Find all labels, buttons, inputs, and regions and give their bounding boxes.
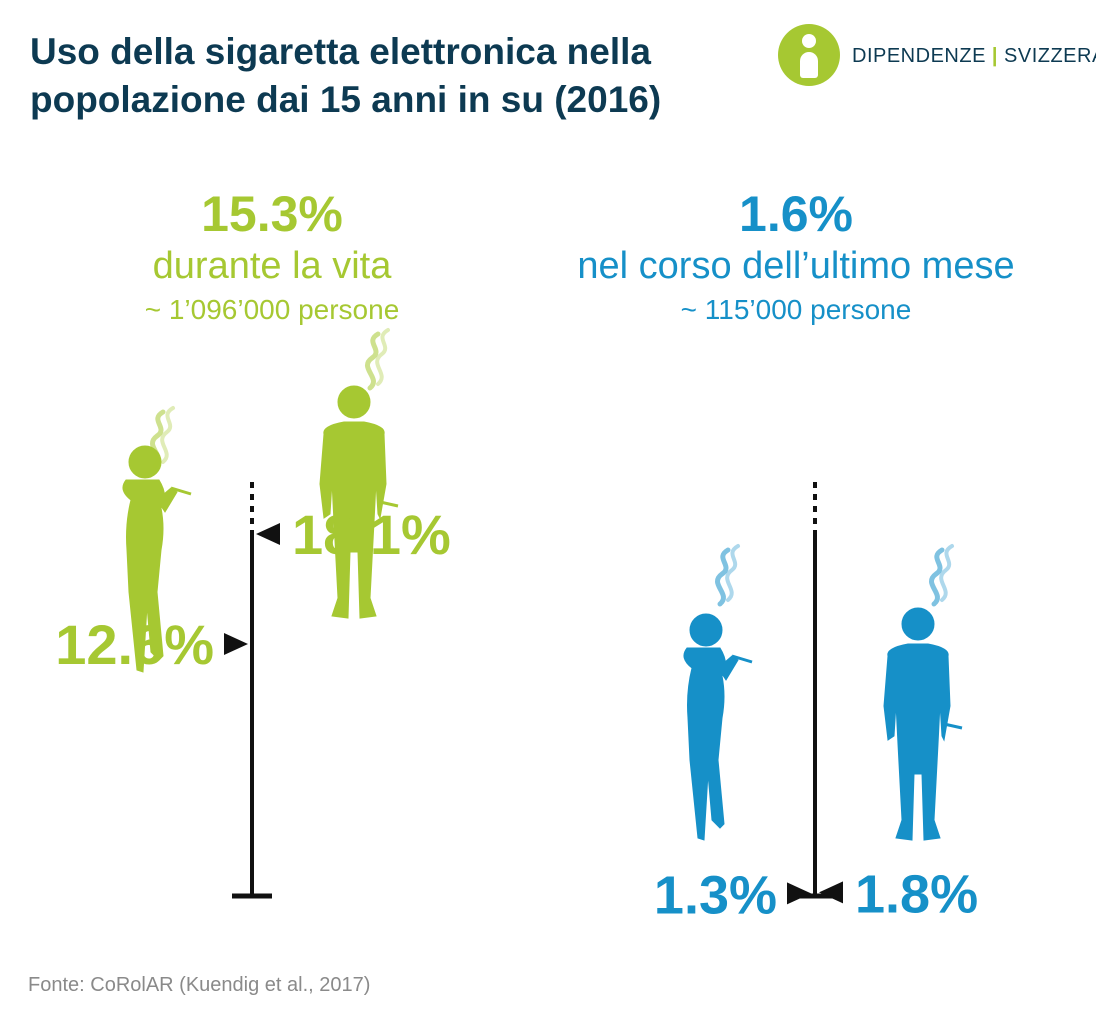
vapor-icon: [152, 408, 173, 466]
vapor-icon: [717, 546, 738, 604]
value-marker-uomini: [256, 523, 280, 545]
last-month-header: 1.6% nel corso dell’ultimo mese ~ 115’00…: [506, 186, 1086, 330]
lifetime-people: ~ 1’096’000 persone: [144, 294, 400, 325]
dipendenze-svizzera-logo[interactable]: DIPENDENZE | SVIZZERA: [778, 24, 1096, 88]
vapor-icon: [931, 546, 952, 604]
logo-word-right: SVIZZERA: [1004, 45, 1096, 67]
woman-silhouette-icon: [682, 612, 754, 842]
vapor-icon: [367, 330, 388, 388]
man-silhouette-icon: [318, 384, 400, 620]
lifetime-header: 15.3% durante la vita ~ 1’096’000 person…: [92, 186, 452, 330]
data-label-donne: 1.3%: [654, 865, 777, 925]
man-silhouette-icon: [882, 606, 964, 842]
data-label-uomini: 18.1%: [292, 503, 451, 566]
last-month-value: 1.6%: [739, 186, 853, 242]
data-label-uomini: 1.8%: [855, 864, 978, 924]
logo-person-icon: [778, 24, 840, 86]
source-note: Fonte: CoRolAR (Kuendig et al., 2017): [28, 974, 371, 996]
last-month-people: ~ 115’000 persone: [680, 294, 912, 325]
last-month-label: nel corso dell’ultimo mese: [577, 245, 1015, 287]
lifetime-value: 15.3%: [201, 186, 343, 242]
value-marker-uomini: [819, 881, 843, 904]
value-marker-donne: [224, 633, 248, 655]
logo-wordmark: DIPENDENZE | SVIZZERA: [852, 45, 1096, 68]
lifetime-label: durante la vita: [152, 245, 392, 287]
data-label-donne: 12.6%: [55, 613, 214, 676]
value-marker-donne: [787, 882, 811, 905]
logo-word-left: DIPENDENZE: [852, 45, 986, 67]
chart-title: Uso della sigaretta elettronica nella po…: [30, 31, 662, 120]
